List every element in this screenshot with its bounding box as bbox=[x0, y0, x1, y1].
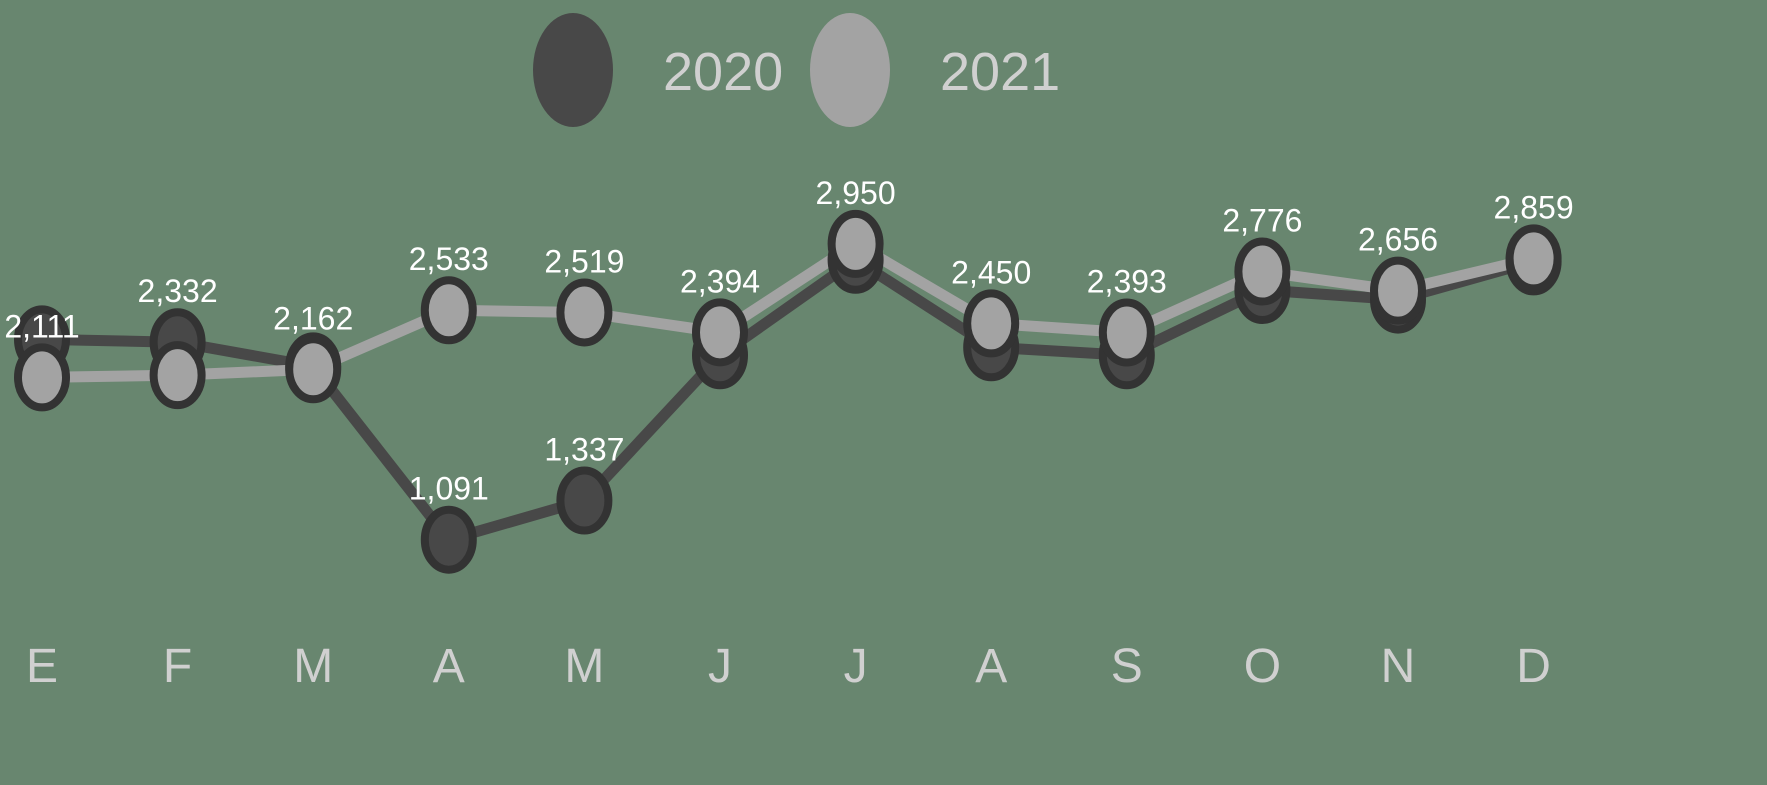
data-label: 2,656 bbox=[1358, 222, 1438, 258]
series-line bbox=[41, 254, 1536, 546]
x-tick-label: A bbox=[433, 640, 465, 693]
x-tick-label: D bbox=[1516, 640, 1551, 693]
data-label: 2,111 bbox=[4, 308, 79, 344]
legend-swatch bbox=[533, 13, 613, 127]
legend-label: 2021 bbox=[940, 42, 1060, 102]
data-label: 1,337 bbox=[544, 432, 624, 468]
marker bbox=[1505, 224, 1562, 293]
marker bbox=[556, 278, 613, 347]
data-label: 2,393 bbox=[1087, 264, 1167, 300]
marker bbox=[1234, 237, 1291, 306]
data-label: 2,776 bbox=[1222, 203, 1302, 239]
x-tick-label: S bbox=[1111, 640, 1143, 693]
data-label: 2,950 bbox=[816, 175, 896, 211]
data-label: 2,162 bbox=[273, 300, 353, 336]
data-label: 2,533 bbox=[409, 241, 489, 277]
marker bbox=[149, 341, 206, 410]
marker bbox=[14, 343, 70, 412]
marker bbox=[420, 505, 477, 574]
marker bbox=[692, 298, 748, 367]
x-tick-label: M bbox=[293, 640, 333, 693]
legend-swatch bbox=[810, 13, 890, 127]
data-label: 2,859 bbox=[1494, 189, 1574, 225]
x-tick-label: O bbox=[1244, 640, 1281, 693]
data-label: 1,091 bbox=[409, 471, 489, 507]
marker bbox=[556, 466, 613, 535]
x-tick-label: A bbox=[975, 640, 1007, 693]
marker bbox=[420, 276, 477, 345]
marker bbox=[827, 209, 884, 278]
marker bbox=[1098, 298, 1155, 367]
x-tick-label: J bbox=[844, 640, 868, 693]
x-tick-label: F bbox=[163, 640, 192, 693]
x-tick-label: E bbox=[26, 640, 58, 693]
legend-label: 2020 bbox=[663, 42, 783, 102]
x-tick-label: M bbox=[564, 640, 604, 693]
marker bbox=[1370, 256, 1426, 325]
marker bbox=[963, 289, 1020, 358]
data-label: 2,332 bbox=[138, 273, 218, 309]
marker bbox=[285, 335, 342, 404]
data-label: 2,519 bbox=[544, 243, 624, 279]
data-label: 2,450 bbox=[951, 254, 1031, 290]
x-tick-label: N bbox=[1381, 640, 1416, 693]
x-tick-label: J bbox=[708, 640, 732, 693]
data-label: 2,394 bbox=[680, 263, 760, 299]
